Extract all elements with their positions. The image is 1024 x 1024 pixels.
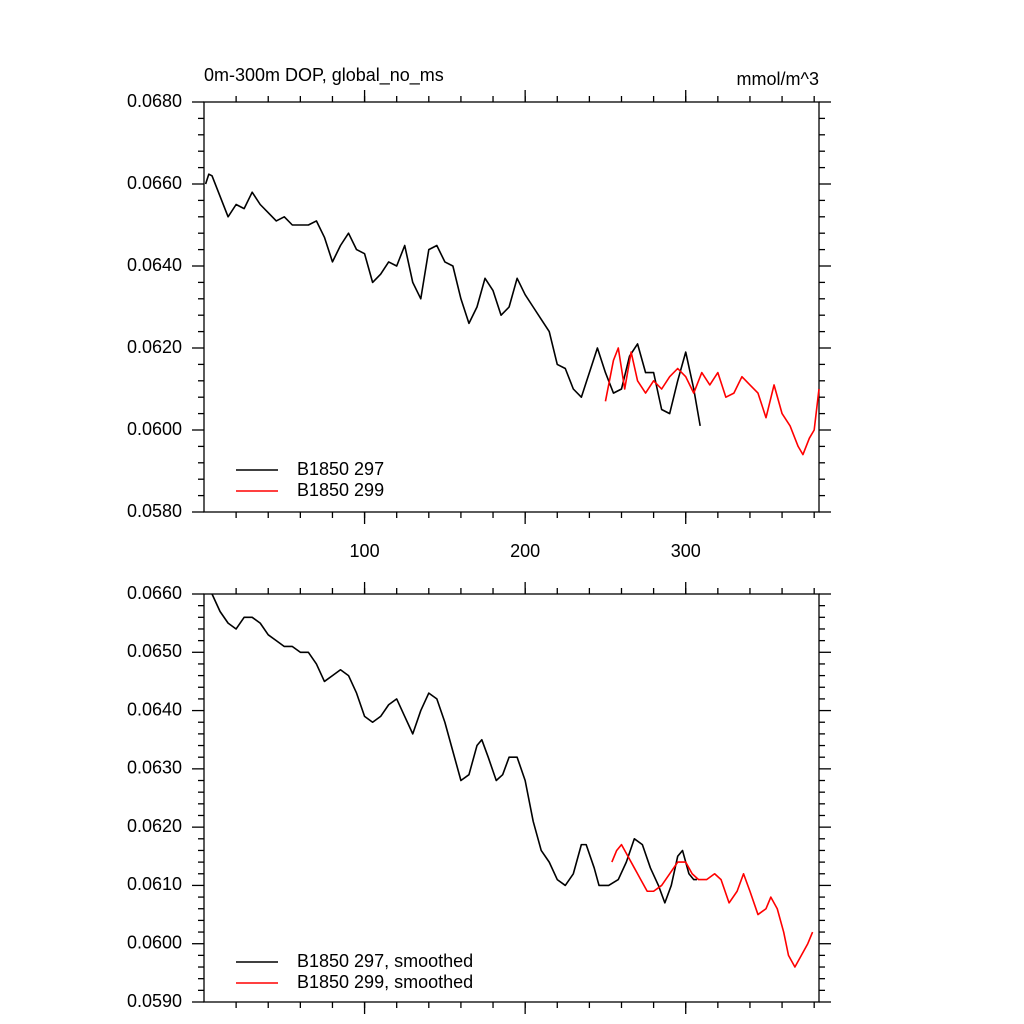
y-tick-label: 0.0580 <box>127 501 182 521</box>
units-label: mmol/m^3 <box>737 69 819 89</box>
y-tick-label: 0.0650 <box>127 641 182 661</box>
y-tick-label: 0.0600 <box>127 932 182 952</box>
y-tick-label: 0.0620 <box>127 337 182 357</box>
y-tick-label: 0.0610 <box>127 874 182 894</box>
legend-label: B1850 297 <box>297 459 384 479</box>
plot-frame <box>203 593 820 1003</box>
y-tick-label: 0.0640 <box>127 699 182 719</box>
y-tick-label: 0.0660 <box>127 583 182 603</box>
series-line <box>604 347 820 456</box>
series-line <box>204 173 701 427</box>
legend-label: B1850 297, smoothed <box>297 951 473 971</box>
y-tick-label: 0.0590 <box>127 991 182 1011</box>
y-tick-label: 0.0620 <box>127 816 182 836</box>
y-tick-label: 0.0660 <box>127 173 182 193</box>
y-tick-label: 0.0680 <box>127 91 182 111</box>
x-tick-label: 200 <box>510 541 540 561</box>
plot-frame <box>203 101 820 513</box>
x-tick-label: 300 <box>671 541 701 561</box>
y-tick-label: 0.0600 <box>127 419 182 439</box>
legend-label: B1850 299 <box>297 480 384 500</box>
series-line <box>611 843 814 968</box>
y-tick-label: 0.0630 <box>127 758 182 778</box>
chart-title: 0m-300m DOP, global_no_ms <box>204 65 444 86</box>
x-tick-label: 100 <box>350 541 380 561</box>
legend-label: B1850 299, smoothed <box>297 972 473 992</box>
y-tick-label: 0.0640 <box>127 255 182 275</box>
series-line <box>211 593 697 904</box>
